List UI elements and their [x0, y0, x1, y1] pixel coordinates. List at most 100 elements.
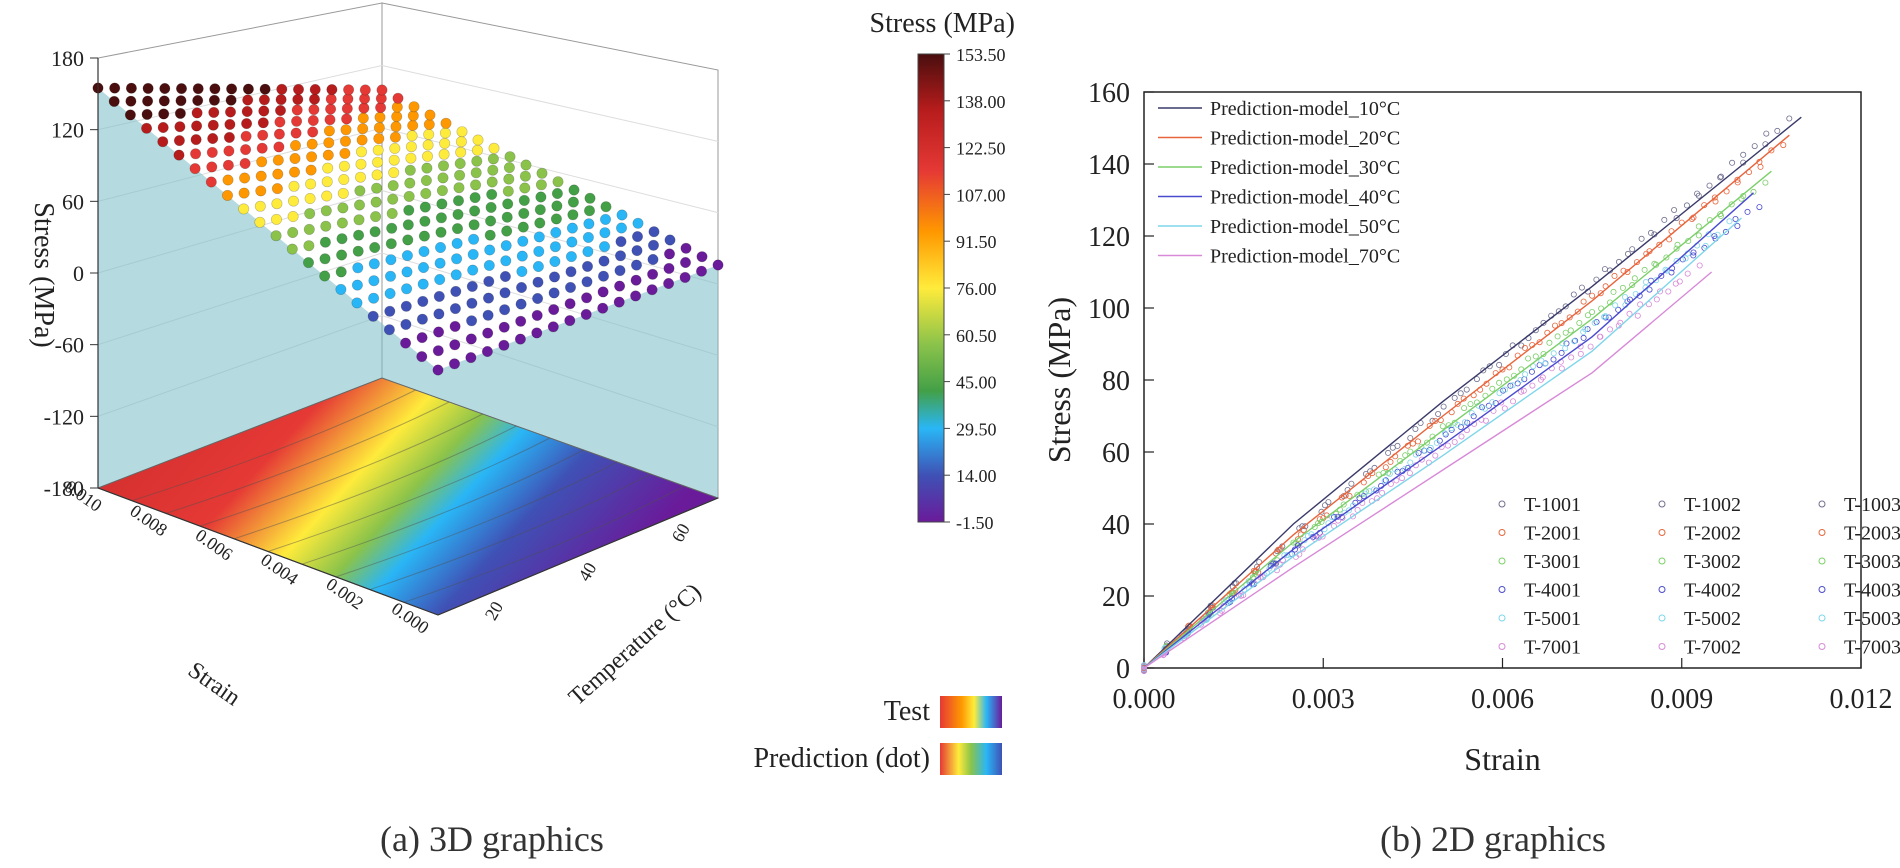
test-point [1522, 371, 1529, 378]
prediction-dot [482, 327, 494, 339]
prediction-line [1143, 170, 1772, 669]
prediction-dot [338, 174, 350, 186]
test-point [1415, 438, 1422, 445]
test-point [1496, 379, 1503, 386]
test-point [1266, 565, 1273, 572]
prediction-dot [389, 142, 401, 154]
prediction-dot [174, 121, 186, 133]
prediction-dot [375, 102, 387, 114]
prediction-dot [242, 83, 254, 95]
prediction-dot [418, 246, 430, 258]
prediction-dot [404, 164, 416, 176]
test-point [1299, 546, 1306, 553]
prediction-dot [417, 261, 429, 273]
prediction-dot [339, 147, 351, 159]
prediction-dot [550, 213, 562, 225]
prediction-dot [288, 166, 300, 178]
prediction-dot [141, 122, 153, 134]
test-point [1763, 130, 1770, 137]
prediction-dot [455, 136, 467, 148]
test-point [1444, 442, 1451, 449]
prediction-dot [485, 215, 497, 227]
legend-marker [1658, 614, 1666, 622]
test-point [1690, 249, 1697, 256]
prediction-dot [581, 276, 593, 288]
prediction-dot [417, 295, 429, 307]
prediction-dot [320, 205, 332, 217]
test-point [1589, 308, 1596, 315]
test-point [1558, 349, 1565, 356]
prediction-dot [532, 276, 544, 288]
x-tick-label: 0.000 [1113, 684, 1176, 715]
prediction-dot [484, 244, 496, 256]
prediction-dot [337, 187, 349, 199]
test-point [1653, 277, 1660, 284]
test-point [1418, 456, 1425, 463]
prediction-dot [275, 94, 287, 106]
test-point [1365, 472, 1372, 479]
prediction-dot [287, 211, 299, 223]
prediction-dot [341, 113, 353, 125]
test-point [1695, 232, 1702, 239]
test-point [1728, 201, 1735, 208]
prediction-dot [630, 274, 642, 286]
prediction-dot [353, 199, 365, 211]
test-point [1582, 326, 1589, 333]
prediction-dot [400, 337, 412, 349]
prediction-dot [465, 352, 477, 364]
legend-marker [1658, 557, 1666, 565]
test-point [1672, 280, 1679, 287]
prediction-dot [435, 212, 447, 224]
prediction-dot [292, 93, 304, 105]
test-point [1486, 363, 1493, 370]
prediction-dot [367, 310, 379, 322]
legend-marker [1658, 500, 1666, 508]
prediction-dot [599, 213, 611, 225]
test-point [1684, 270, 1691, 277]
prediction-dot [359, 84, 371, 96]
prediction-dot [580, 308, 592, 320]
prediction-dot [157, 122, 169, 134]
test-point [1517, 376, 1524, 383]
prediction-dot [420, 188, 432, 200]
test-point [1732, 215, 1739, 222]
prediction-dot [303, 240, 315, 252]
legend-test-label: T-7003 [1844, 637, 1900, 659]
test-point [1656, 241, 1663, 248]
prediction-dot [437, 160, 449, 172]
prediction-dot [175, 95, 187, 107]
prediction-dot [405, 152, 417, 164]
prediction-dot [514, 333, 526, 345]
prediction-dot [352, 262, 364, 274]
test-point [1386, 470, 1393, 477]
prediction-dot [384, 305, 396, 317]
caption-left: (a) 3D graphics [380, 819, 604, 859]
x-tick-label: 0.006 [1471, 684, 1534, 715]
test-point [1366, 488, 1373, 495]
prediction-dot [551, 188, 563, 200]
test-point [1702, 242, 1709, 249]
prediction-dot [469, 205, 481, 217]
test-point [1318, 518, 1325, 525]
prediction-line [1143, 271, 1713, 669]
test-point [1612, 302, 1619, 309]
prediction-dot [407, 120, 419, 132]
prediction-dots [92, 82, 724, 376]
test-point [1399, 475, 1406, 482]
prediction-dot [337, 202, 349, 214]
test-point [1440, 403, 1447, 410]
prediction-dot [191, 107, 203, 119]
prediction-dot [205, 176, 217, 188]
prediction-dot [647, 239, 659, 251]
prediction-dot [223, 145, 235, 157]
test-point [1552, 322, 1559, 329]
prediction-dot [354, 171, 366, 183]
prediction-dot [292, 83, 304, 95]
test-point [1580, 334, 1587, 341]
prediction-dot [270, 230, 282, 242]
y-tick-label: 140 [1088, 150, 1130, 181]
prediction-dot [241, 106, 253, 118]
prediction-dot [341, 103, 353, 115]
test-point [1348, 480, 1355, 487]
test-point [1756, 204, 1763, 211]
